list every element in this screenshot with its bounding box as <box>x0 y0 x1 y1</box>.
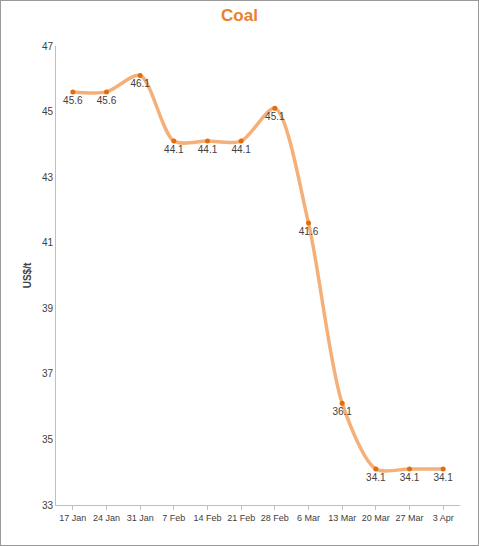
svg-text:US$/t: US$/t <box>22 262 33 288</box>
svg-text:41: 41 <box>42 237 54 248</box>
svg-text:27 Mar: 27 Mar <box>395 513 423 523</box>
svg-text:37: 37 <box>42 368 54 379</box>
svg-text:46.1: 46.1 <box>130 78 150 89</box>
svg-text:43: 43 <box>42 172 54 183</box>
svg-text:41.6: 41.6 <box>299 226 319 237</box>
svg-text:45: 45 <box>42 106 54 117</box>
svg-text:44.1: 44.1 <box>198 144 218 155</box>
svg-text:34.1: 34.1 <box>366 472 386 483</box>
svg-text:3 Apr: 3 Apr <box>433 513 454 523</box>
svg-text:28 Feb: 28 Feb <box>261 513 289 523</box>
svg-text:35: 35 <box>42 434 54 445</box>
svg-text:44.1: 44.1 <box>231 144 251 155</box>
svg-text:34.1: 34.1 <box>400 472 420 483</box>
svg-text:36.1: 36.1 <box>332 406 352 417</box>
svg-text:44.1: 44.1 <box>164 144 184 155</box>
svg-text:31 Jan: 31 Jan <box>127 513 154 523</box>
svg-text:17 Jan: 17 Jan <box>59 513 86 523</box>
svg-text:20 Mar: 20 Mar <box>362 513 390 523</box>
svg-text:39: 39 <box>42 303 54 314</box>
svg-text:21 Feb: 21 Feb <box>227 513 255 523</box>
svg-text:14 Feb: 14 Feb <box>193 513 221 523</box>
svg-text:6 Mar: 6 Mar <box>297 513 320 523</box>
svg-text:45.6: 45.6 <box>97 95 117 106</box>
svg-text:24 Jan: 24 Jan <box>93 513 120 523</box>
svg-text:45.6: 45.6 <box>63 95 83 106</box>
svg-text:13 Mar: 13 Mar <box>328 513 356 523</box>
svg-text:Coal: Coal <box>221 6 258 25</box>
svg-text:45.1: 45.1 <box>265 111 285 122</box>
svg-text:47: 47 <box>42 41 54 52</box>
svg-text:33: 33 <box>42 500 54 511</box>
svg-text:34.1: 34.1 <box>433 472 453 483</box>
svg-text:7 Feb: 7 Feb <box>162 513 185 523</box>
